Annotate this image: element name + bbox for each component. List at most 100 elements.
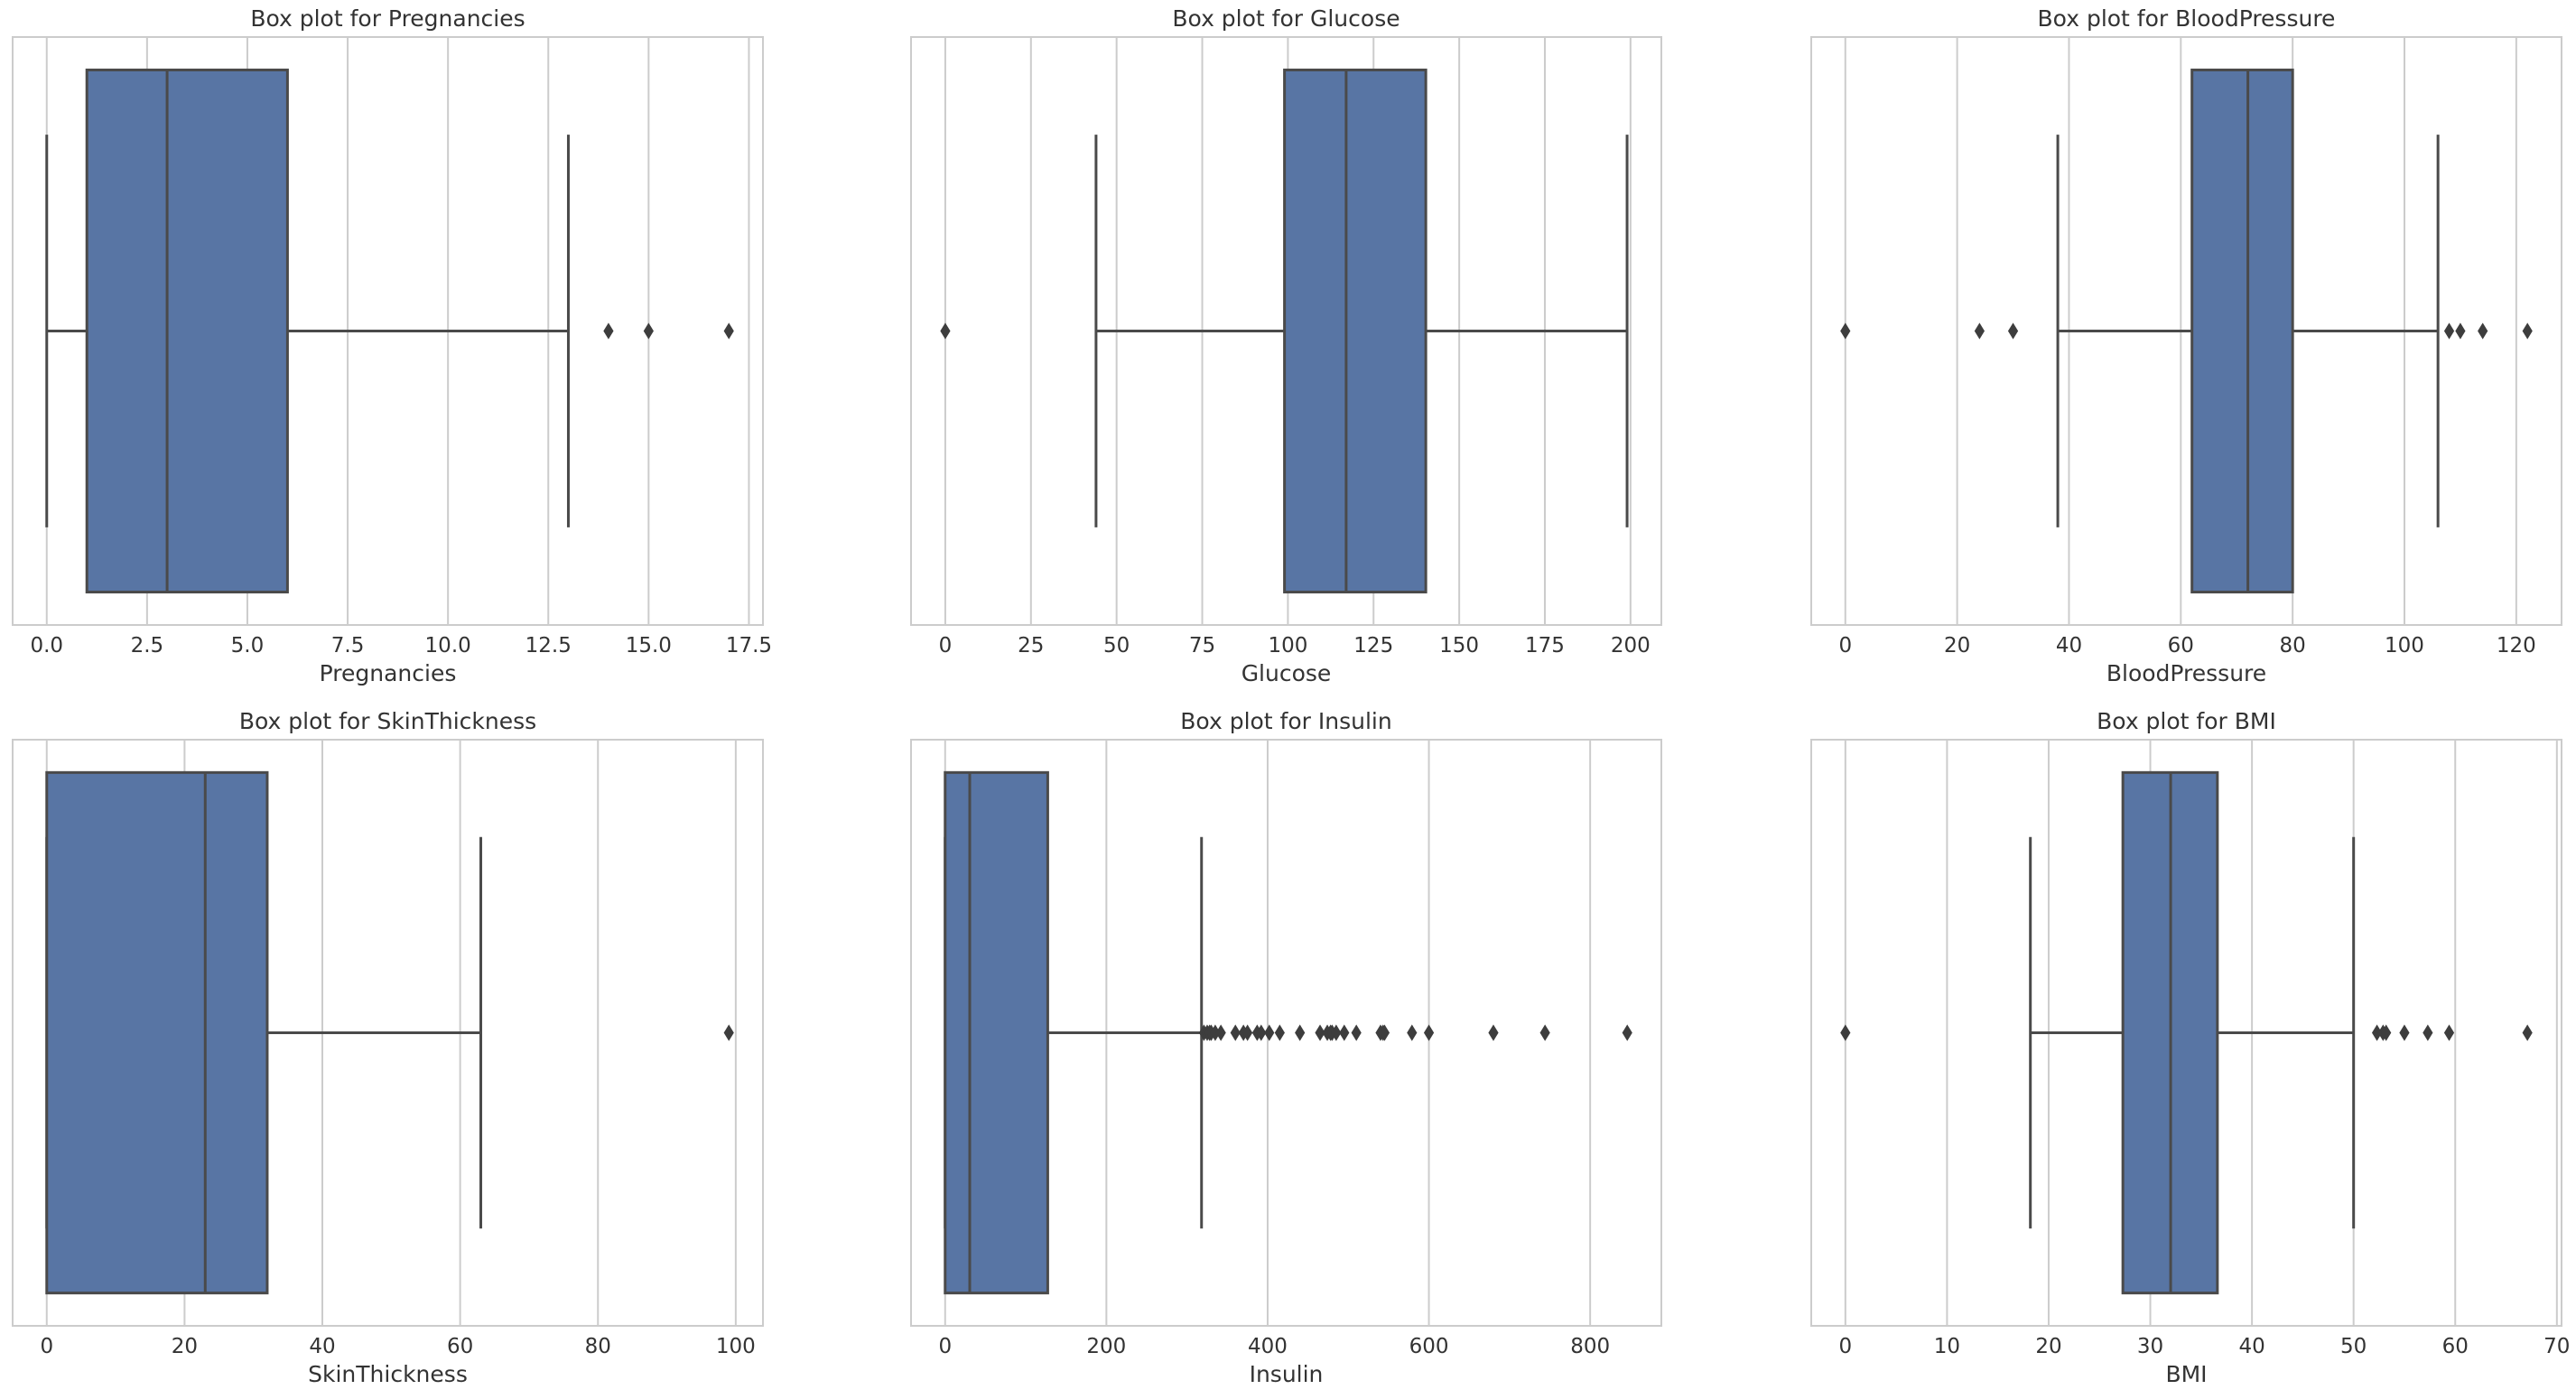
x-tick-label: 50 bbox=[2340, 1335, 2367, 1358]
x-tick-label: 100 bbox=[2385, 634, 2424, 658]
outlier-point bbox=[1974, 322, 1985, 340]
outlier-point bbox=[2478, 322, 2488, 340]
outlier-point bbox=[2423, 1024, 2433, 1041]
x-tick-label: 70 bbox=[2543, 1335, 2570, 1358]
iqr-box bbox=[1283, 68, 1427, 594]
x-axis-label: BloodPressure bbox=[2106, 660, 2266, 686]
outlier-point bbox=[1215, 1024, 1226, 1041]
x-tick-label: 120 bbox=[2497, 634, 2536, 658]
plot-frame bbox=[1810, 36, 2562, 626]
x-tick-label: 40 bbox=[2056, 634, 2082, 658]
outlier-point bbox=[1264, 1024, 1275, 1041]
outlier-point bbox=[1242, 1024, 1253, 1041]
x-tick-label: 20 bbox=[2035, 1335, 2061, 1358]
x-tick-label: 50 bbox=[1103, 634, 1130, 658]
outlier-point bbox=[2381, 1024, 2392, 1041]
outlier-point bbox=[2007, 322, 2019, 340]
outlier-point bbox=[2455, 322, 2466, 340]
x-tick-label: 15.0 bbox=[626, 634, 672, 658]
x-tick-label: 2.5 bbox=[131, 634, 164, 658]
x-tick-label: 0 bbox=[1838, 634, 1852, 658]
x-tick-label: 17.5 bbox=[726, 634, 772, 658]
x-axis-label: SkinThickness bbox=[308, 1361, 468, 1387]
outlier-point bbox=[1315, 1024, 1325, 1041]
x-tick-label: 0 bbox=[939, 634, 953, 658]
x-tick-label: 20 bbox=[1944, 634, 1970, 658]
subplot-3: 0 20 40 60 80 100 120 BloodPressure Box plot for… bbox=[1810, 5, 2562, 686]
x-tick-label: 12.5 bbox=[525, 634, 572, 658]
x-tick-label: 125 bbox=[1353, 634, 1393, 658]
outlier-point bbox=[2399, 1024, 2410, 1041]
outlier-point bbox=[1379, 1024, 1390, 1041]
outlier-point bbox=[1423, 1024, 1435, 1041]
outlier-point bbox=[1295, 1024, 1306, 1041]
outlier-point bbox=[1840, 322, 1851, 340]
outlier-point bbox=[1351, 1024, 1362, 1041]
x-tick-label: 60 bbox=[447, 1335, 473, 1358]
outlier-point bbox=[1256, 1024, 1267, 1041]
x-tick-label: 80 bbox=[2280, 634, 2306, 658]
plot-frame bbox=[12, 36, 764, 626]
x-tick-label: 40 bbox=[309, 1335, 335, 1358]
iqr-box bbox=[85, 68, 289, 594]
x-tick-label: 25 bbox=[1018, 634, 1044, 658]
outlier-point bbox=[2443, 322, 2455, 340]
subplot-title: Box plot for BMI bbox=[2097, 708, 2276, 734]
subplot-title: Box plot for SkinThickness bbox=[239, 708, 536, 734]
outlier-point bbox=[1840, 1024, 1851, 1041]
x-tick-label: 150 bbox=[1439, 634, 1479, 658]
outlier-point bbox=[2371, 1024, 2383, 1041]
iqr-box bbox=[45, 770, 269, 1295]
outlier-point bbox=[1407, 1024, 1418, 1041]
outlier-point bbox=[940, 322, 951, 340]
outlier-point bbox=[1539, 1024, 1550, 1041]
x-tick-label: 20 bbox=[172, 1335, 198, 1358]
subplot-title: Box plot for Insulin bbox=[1180, 708, 1391, 734]
x-tick-label: 10 bbox=[1934, 1335, 1960, 1358]
x-tick-label: 0 bbox=[938, 1335, 952, 1358]
outlier-point bbox=[1339, 1024, 1350, 1041]
outlier-point bbox=[1488, 1024, 1499, 1041]
subplot-title: Box plot for Pregnancies bbox=[250, 5, 525, 32]
x-axis-label: BMI bbox=[2165, 1361, 2207, 1387]
iqr-box bbox=[2190, 68, 2294, 594]
x-tick-label: 100 bbox=[716, 1335, 756, 1358]
x-axis-label: Glucose bbox=[1242, 660, 1332, 686]
x-tick-label: 30 bbox=[2137, 1335, 2163, 1358]
outlier-point bbox=[1331, 1024, 1342, 1041]
outlier-point bbox=[603, 322, 614, 340]
subplot-title: Box plot for Glucose bbox=[1172, 5, 1400, 32]
iqr-box bbox=[944, 770, 1049, 1295]
outlier-point bbox=[723, 322, 734, 340]
outlier-point bbox=[2522, 1024, 2533, 1041]
outlier-point bbox=[723, 1024, 734, 1041]
x-tick-label: 200 bbox=[1086, 1335, 1126, 1358]
outlier-point bbox=[1622, 1024, 1632, 1041]
x-tick-label: 5.0 bbox=[231, 634, 265, 658]
subplot-4: 0 20 40 60 80 100 SkinThickness Box plot for Sk… bbox=[12, 708, 764, 1387]
x-tick-label: 400 bbox=[1248, 1335, 1288, 1358]
x-tick-label: 0 bbox=[1839, 1335, 1853, 1358]
outlier-point bbox=[1230, 1024, 1241, 1041]
plot-frame bbox=[1810, 739, 2562, 1327]
subplot-2: 0 25 50 75 100 125 150 175 200 Glucose Box plot fo… bbox=[910, 5, 1662, 686]
x-tick-label: 600 bbox=[1409, 1335, 1449, 1358]
x-tick-label: 60 bbox=[2168, 634, 2194, 658]
x-tick-label: 40 bbox=[2238, 1335, 2264, 1358]
x-tick-label: 10.0 bbox=[425, 634, 471, 658]
outlier-point bbox=[2443, 1024, 2455, 1041]
x-tick-label: 0.0 bbox=[30, 634, 63, 658]
plot-frame bbox=[12, 739, 764, 1327]
x-axis-label: Pregnancies bbox=[320, 660, 457, 686]
x-tick-label: 0 bbox=[40, 1335, 53, 1358]
x-tick-label: 200 bbox=[1611, 634, 1651, 658]
x-tick-label: 800 bbox=[1570, 1335, 1610, 1358]
outlier-point bbox=[1274, 1024, 1285, 1041]
plot-frame bbox=[910, 36, 1662, 626]
subplot-6: 0 10 20 30 40 50 60 70 BMI Box plot for BMI bbox=[1810, 708, 2570, 1387]
outlier-point bbox=[2522, 322, 2533, 340]
x-tick-label: 60 bbox=[2442, 1335, 2469, 1358]
plot-frame bbox=[910, 739, 1662, 1327]
subplot-1: 0.0 2.5 5.0 7.5 10.0 12.5 15.0 17.5 Pregnancies B… bbox=[12, 5, 772, 686]
